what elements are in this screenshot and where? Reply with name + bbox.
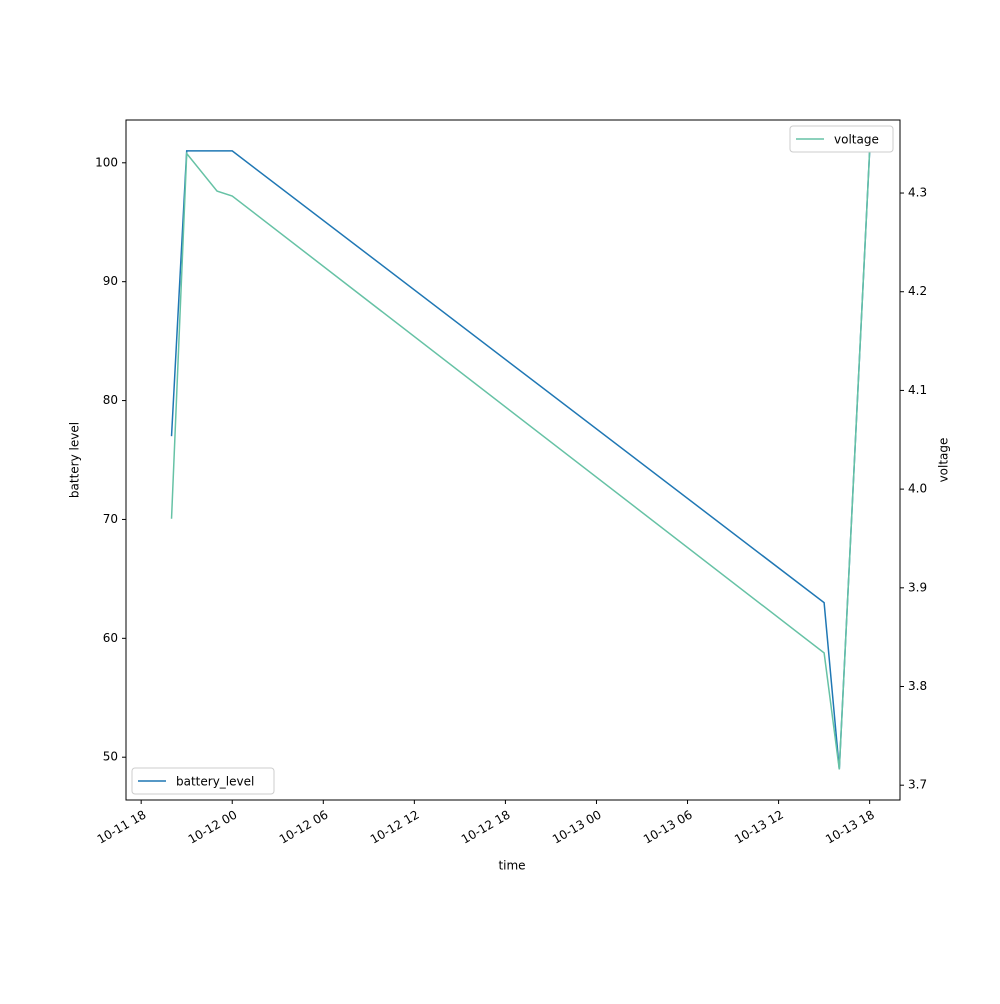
- y-tick-label: 80: [103, 393, 118, 407]
- y2-tick-label: 3.7: [908, 778, 927, 792]
- y-tick-label: 90: [103, 274, 118, 288]
- x-tick-label: 10-12 12: [368, 808, 422, 847]
- legend-label: voltage: [834, 133, 879, 147]
- x-tick-label: 10-13 18: [823, 808, 877, 847]
- y-tick-label: 100: [95, 155, 118, 169]
- x-tick-label: 10-11 18: [95, 808, 149, 847]
- y-tick-label: 50: [103, 750, 118, 764]
- y2-tick-label: 4.1: [908, 383, 927, 397]
- y2-axis-label: voltage: [937, 438, 951, 483]
- y2-tick-label: 4.0: [908, 482, 927, 496]
- y2-tick-label: 3.9: [908, 580, 927, 594]
- line-series: [170, 150, 871, 770]
- plot-frame: [125, 119, 901, 801]
- legend-box: [131, 767, 275, 795]
- y2-tick-label: 3.8: [908, 679, 927, 693]
- x-tick-label: 10-12 06: [277, 808, 331, 847]
- x-tick-label: 10-12 00: [186, 808, 240, 847]
- y-axis-label: battery level: [68, 422, 82, 498]
- y-tick-label: 60: [103, 631, 118, 645]
- line-series: [170, 150, 871, 770]
- x-tick-label: 10-13 12: [732, 808, 786, 847]
- x-axis-label: time: [498, 859, 525, 873]
- y2-tick-label: 4.3: [908, 186, 927, 200]
- x-tick-label: 10-13 00: [550, 808, 604, 847]
- y-tick-label: 70: [103, 512, 118, 526]
- x-tick-label: 10-12 18: [459, 808, 513, 847]
- y2-tick-label: 4.2: [908, 284, 927, 298]
- x-tick-label: 10-13 06: [641, 808, 695, 847]
- legend-label: battery_level: [176, 775, 254, 789]
- legend-box: [789, 125, 894, 153]
